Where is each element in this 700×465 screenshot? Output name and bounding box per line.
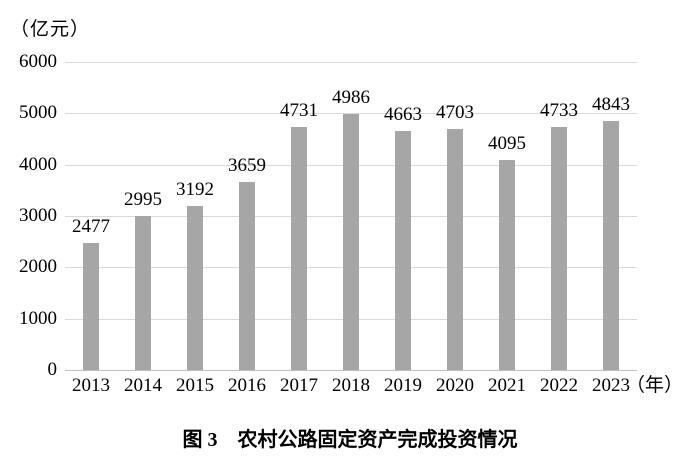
bar-2021	[499, 159, 515, 370]
bar-2023	[603, 121, 619, 370]
x-tick-label-2015: 2015	[176, 375, 214, 396]
bar-value-label-2017: 4731	[280, 100, 318, 122]
x-tick-label-2018: 2018	[332, 375, 370, 396]
y-tick-label-0: 0	[47, 359, 58, 380]
bar-value-label-2014: 2995	[124, 189, 162, 211]
bar-2017	[291, 127, 307, 370]
x-tick-label-2017: 2017	[280, 375, 318, 396]
y-axis-unit-label: （亿元）	[10, 19, 91, 40]
bar-value-label-2022: 4733	[540, 100, 578, 122]
bar-value-label-2018: 4986	[332, 87, 370, 109]
gridline-6000	[65, 62, 637, 63]
y-tick-label-1000: 1000	[19, 307, 57, 329]
x-tick-label-2023: 2023	[592, 375, 630, 396]
bar-2015	[187, 206, 203, 370]
figure-caption: 图 3 农村公路固定资产完成投资情况	[182, 429, 518, 451]
y-tick-label-3000: 3000	[19, 205, 57, 226]
bar-2022	[551, 127, 567, 370]
y-tick-label-4000: 4000	[19, 153, 57, 175]
bar-2018	[343, 114, 359, 370]
gridline-0	[65, 370, 637, 371]
x-tick-label-2020: 2020	[436, 375, 474, 396]
bar-value-label-2023: 4843	[592, 94, 630, 116]
x-tick-label-2021: 2021	[488, 375, 526, 396]
bar-value-label-2013: 2477	[72, 215, 110, 237]
bar-2016	[239, 182, 255, 370]
x-tick-label-2014: 2014	[124, 375, 162, 396]
bar-2020	[447, 128, 463, 370]
gridline-5000	[65, 113, 637, 115]
x-tick-label-2013: 2013	[72, 375, 110, 396]
bar-2014	[135, 216, 151, 370]
bar-value-label-2020: 4703	[436, 101, 474, 123]
bar-value-label-2015: 3192	[176, 179, 214, 201]
y-tick-label-6000: 6000	[19, 51, 57, 72]
bar-value-label-2016: 3659	[228, 155, 266, 177]
x-tick-label-2019: 2019	[384, 375, 422, 396]
x-axis-unit-label: （年）	[626, 375, 684, 396]
bar-value-label-2021: 4095	[488, 132, 526, 154]
y-tick-label-2000: 2000	[19, 256, 57, 278]
bar-2013	[83, 242, 99, 370]
bar-value-label-2019: 4663	[384, 103, 422, 125]
x-tick-label-2022: 2022	[540, 375, 578, 396]
bar-2019	[395, 130, 411, 370]
x-tick-label-2016: 2016	[228, 375, 266, 396]
y-tick-label-5000: 5000	[19, 102, 57, 124]
plot-area: 2477 2995 3192 3659 4731 4986 4663 4703 4095 4733…	[65, 62, 637, 371]
